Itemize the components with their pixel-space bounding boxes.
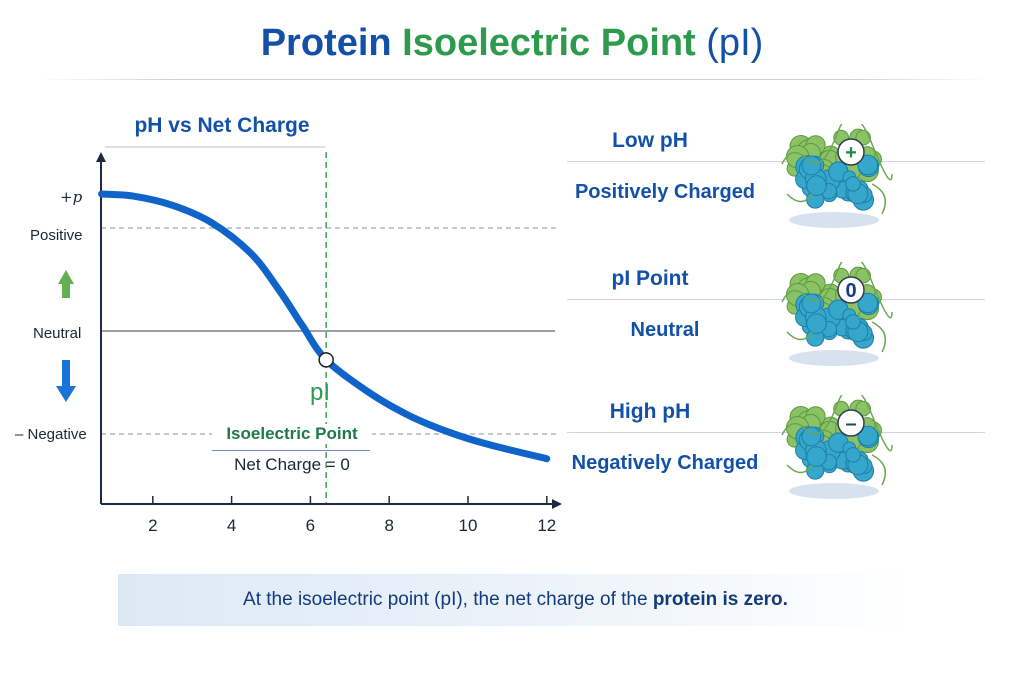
state-subtitle: Positively Charged (574, 181, 756, 203)
charge-badge-text: – (845, 413, 856, 435)
protein-icon: 0 (781, 262, 893, 366)
state-title: pI Point (611, 267, 689, 290)
state-title: High pH (609, 400, 691, 423)
charge-badge (837, 409, 865, 437)
y-axis-arrow-icon (96, 152, 106, 162)
y-label-neutral: Neutral (33, 325, 82, 342)
x-tick-label: 6 (306, 516, 315, 535)
protein-domain (801, 155, 822, 176)
state-divider (567, 299, 985, 300)
x-tick-label: 2 (148, 516, 157, 535)
protein-domain (806, 446, 827, 467)
state-subtitle: Neutral (630, 319, 700, 341)
state-divider (567, 161, 985, 162)
arrow-down-icon (56, 360, 76, 402)
shadow (789, 350, 879, 366)
annotation-divider (212, 450, 370, 451)
footer-text-a: At the isoelectric point (pI), the net c… (243, 589, 653, 610)
protein-domain (857, 292, 879, 314)
protein-icon: – (781, 395, 893, 499)
shadow (789, 483, 879, 499)
protein-domain (801, 426, 822, 447)
x-tick-label: 8 (384, 516, 393, 535)
chart-title: pH vs Net Charge (134, 114, 309, 137)
footer-text: At the isoelectric point (pI), the net c… (118, 574, 913, 626)
annotation-title: Isoelectric Point (212, 424, 372, 444)
protein-strand (781, 262, 893, 353)
charge-curve (98, 190, 551, 463)
footer-banner: At the isoelectric point (pI), the net c… (118, 574, 913, 626)
title-part-isoelectric: Isoelectric Point (402, 22, 696, 64)
title-divider (35, 79, 990, 80)
page-title: Protein Isoelectric Point (pI) (0, 22, 1024, 65)
pi-label: pI (310, 379, 331, 406)
protein-domain (845, 176, 861, 192)
shadow (789, 212, 879, 228)
x-tick-label: 4 (227, 516, 236, 535)
protein-domain (857, 154, 879, 176)
title-part-protein: Protein (260, 22, 392, 64)
state-title: Low pH (612, 129, 688, 152)
footer-text-b: protein is zero. (652, 589, 788, 610)
state-divider (567, 432, 985, 433)
protein-domain (806, 175, 827, 196)
x-tick-label: 10 (459, 516, 478, 535)
protein-strand (781, 124, 893, 215)
ph-vs-charge-chart: pH vs Net Charge 2 4 6 8 10 12 (56, 114, 562, 535)
arrow-up-icon (58, 270, 74, 298)
annotation-sub: Net Charge = 0 (234, 455, 350, 474)
y-label-negative: – Negative (15, 426, 87, 443)
protein-domain (845, 447, 861, 463)
title-part-pi: (pI) (706, 22, 764, 64)
charge-badge-text: 0 (845, 280, 856, 302)
protein-strand (781, 395, 893, 486)
protein-icon: + (781, 124, 893, 228)
y-label-top: +p (60, 188, 83, 206)
x-axis-arrow-icon (552, 499, 562, 509)
protein-domain (857, 425, 879, 447)
protein-domain (806, 313, 827, 334)
protein-domain (801, 293, 822, 314)
charge-badge (837, 138, 865, 166)
protein-domain (845, 314, 861, 330)
charge-badge (837, 276, 865, 304)
y-label-positive: Positive (30, 227, 83, 244)
state-subtitle: Negatively Charged (571, 452, 759, 474)
pi-marker (318, 352, 334, 368)
x-tick-label: 12 (537, 516, 556, 535)
charge-badge-text: + (845, 142, 857, 164)
